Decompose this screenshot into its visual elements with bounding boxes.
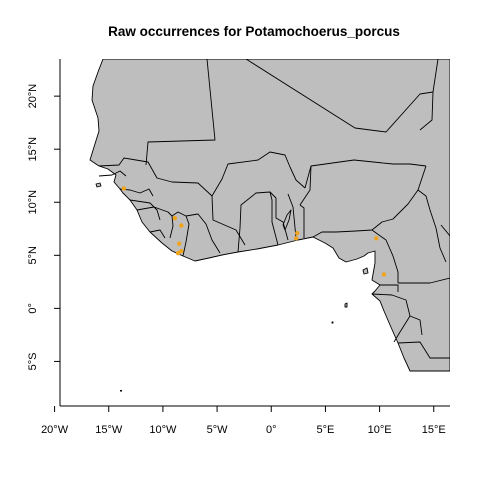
occurrence-point [179,248,184,254]
occurrence-point [121,186,127,191]
remote-islet [120,390,122,392]
bijagos-islands [95,182,102,188]
y-tick-label: 0° [27,303,39,314]
occurrence-point [381,272,387,277]
annobon-island [331,321,334,324]
y-tick-label: 5°S [27,353,39,371]
occurrence-point [293,236,299,241]
x-axis: 20°W 15°W 10°W 5°W 0° 5°E 10°E 15°E [41,405,450,436]
occurrence-point [176,241,182,246]
x-tick-label: 15°W [95,424,123,436]
occurrence-point [172,215,178,221]
y-tick-label: 15°N [27,137,39,162]
bioko-island [362,267,369,275]
occurrence-point [374,236,379,241]
x-tick-label: 20°W [41,424,69,436]
x-tick-label: 15°E [422,424,446,436]
y-tick-label: 10°N [27,190,39,215]
africa-landmass [89,59,450,372]
map-panel [60,59,450,406]
y-tick-label: 20°N [27,84,39,109]
map-title: Raw occurrences for Potamochoerus_porcus [108,24,400,39]
x-tick-label: 10°W [149,424,177,436]
sao-tome-island [344,302,348,308]
occurrence-point [179,223,184,228]
occurrence-point [175,250,181,256]
y-tick-label: 5°N [27,246,39,265]
occurrence-point [295,230,300,236]
x-tick-label: 0° [266,424,277,436]
x-tick-label: 5°E [316,424,334,436]
x-tick-label: 5°W [207,424,229,436]
country-borders [98,59,450,359]
occurrence-points [121,186,387,277]
x-tick-label: 10°E [368,424,392,436]
lake-volta [282,209,292,231]
y-axis: 20°N 15°N 10°N 5°N 0° 5°S [27,59,61,406]
